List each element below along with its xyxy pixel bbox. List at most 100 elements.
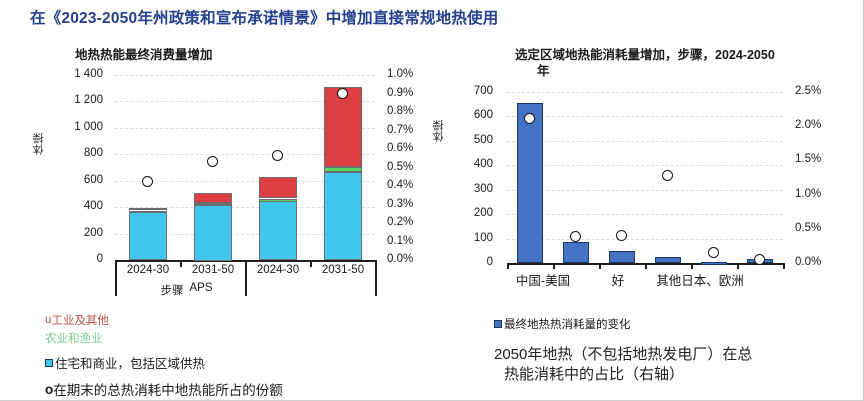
- figure-title: 在《2023-2050年州政策和宣布承诺情景》中增加直接常规地热使用: [30, 10, 499, 27]
- secondary-axis-tick-label: 2.5%: [795, 85, 822, 97]
- x-axis-tick: [645, 263, 647, 269]
- y-axis-tick-label: 0: [486, 256, 493, 268]
- y-axis-tick-label: 100: [473, 232, 493, 244]
- left-chart: 地热热能最终消费量增加 体操 0 200 400 600 800 1 000 1 200 1 …: [30, 40, 430, 315]
- secondary-axis-tick-label: 0.6%: [387, 142, 414, 154]
- left-chart-title: 地热热能最终消费量增加: [75, 48, 213, 62]
- gridline: [507, 165, 783, 166]
- category-label: 2024-30: [126, 264, 170, 276]
- final-change-label: 最终地热热消耗量的变化: [504, 319, 631, 331]
- share-dot-marker: [272, 150, 283, 161]
- category-label: 2031-50: [191, 264, 235, 276]
- secondary-axis-tick-label: 0.2%: [387, 216, 414, 228]
- industry-marker: u: [45, 314, 52, 326]
- x-axis-tick: [691, 263, 693, 269]
- right-legend: 最终地热热消耗量的变化 2050年地热（不包括地热发电厂）在总 热能消耗中的占比…: [494, 316, 752, 385]
- gridline: [115, 101, 375, 102]
- secondary-axis-tick-label: 0.3%: [387, 198, 414, 210]
- x-axis-tick: [115, 260, 117, 296]
- secondary-axis-tick-label: 0.8%: [387, 105, 414, 117]
- y-axis-tick-label: 400: [83, 200, 103, 212]
- group-label-steps: 步骤: [160, 285, 184, 297]
- secondary-axis-tick-label: 1.0%: [387, 68, 414, 80]
- bar: [701, 262, 727, 265]
- share-dot-marker: [708, 247, 719, 258]
- y-axis-tick-label: 800: [83, 147, 103, 159]
- secondary-axis-tick-label: 0.5%: [387, 161, 414, 173]
- x-axis-tick: [375, 260, 377, 296]
- secondary-axis-tick-label: 0.7%: [387, 124, 414, 136]
- bar: [655, 257, 681, 263]
- category-label: 2024-30: [256, 264, 300, 276]
- share-dot-marker: [662, 170, 673, 181]
- secondary-axis-tick-label: 0.1%: [387, 235, 414, 247]
- secondary-axis-tick-label: 1.5%: [795, 153, 822, 165]
- x-axis-tick: [180, 260, 182, 267]
- x-axis-tick: [599, 263, 601, 269]
- group-label-aps: APS: [189, 282, 213, 294]
- legend-item-residential: 住宅和商业，包括区域供热: [45, 353, 283, 372]
- bar-segment: [259, 201, 297, 260]
- region-label: 中国-美国: [515, 274, 571, 288]
- bar-segment: [259, 177, 297, 198]
- x-axis-tick: [310, 260, 312, 267]
- share-dot-marker: [616, 230, 627, 241]
- share-dot-marker: [524, 113, 535, 124]
- bar-segment: [324, 87, 362, 167]
- industry-label: 工业及其他: [51, 315, 109, 327]
- bar-segment: [194, 203, 232, 205]
- share-dot-label: 在期末的总热消耗中地热能所占的份额: [53, 383, 283, 398]
- right-chart-y-axis-label: 体操: [433, 120, 445, 142]
- secondary-axis-tick-label: 0.4%: [387, 179, 414, 191]
- bar: [609, 251, 635, 263]
- right-chart: 选定区域地热能消耗量增加，步骤，2024-2050 年 体操 0 100 200 30…: [430, 40, 863, 315]
- legend-item-industry: u 工业及其他: [45, 312, 283, 328]
- share-dot-marker: [337, 88, 348, 99]
- residential-label: 住宅和商业，包括区域供热: [55, 357, 206, 371]
- gridline: [507, 116, 783, 117]
- region-label: 其他日本、欧洲: [656, 274, 744, 288]
- y-axis-tick-label: 200: [83, 227, 103, 239]
- y-axis-tick-label: 0: [96, 253, 103, 265]
- residential-square-icon: [45, 358, 53, 367]
- gridline: [115, 75, 375, 76]
- bar-segment: [194, 205, 232, 261]
- legend-item-final-change: 最终地热热消耗量的变化: [494, 316, 752, 332]
- bar-segment: [259, 199, 297, 202]
- agriculture-label: 农业和渔业: [45, 333, 103, 345]
- gridline: [507, 141, 783, 142]
- y-axis-tick-label: 1 400: [74, 68, 103, 80]
- y-axis-tick-label: 600: [83, 174, 103, 186]
- x-axis-tick: [245, 260, 247, 296]
- legend-item-agriculture: 农业和渔业: [45, 330, 283, 346]
- bar-segment: [129, 212, 167, 260]
- secondary-axis-tick-label: 1.0%: [795, 188, 822, 200]
- region-label: 好: [611, 274, 625, 288]
- gridline: [507, 214, 783, 215]
- secondary-axis-tick-label: 2.0%: [795, 119, 822, 131]
- share-dot-marker: [142, 176, 153, 187]
- right-chart-title-line1: 选定区域地热能消耗量增加，步骤，2024-2050: [515, 48, 775, 62]
- bar-segment: [194, 193, 232, 203]
- gridline: [115, 181, 375, 182]
- y-axis-tick-label: 300: [473, 183, 493, 195]
- bar-segment: [129, 208, 167, 210]
- bar-segment: [324, 167, 362, 172]
- y-axis-tick-label: 500: [473, 134, 493, 146]
- x-axis-tick: [553, 263, 555, 269]
- secondary-axis-tick-label: 0.0%: [387, 253, 414, 265]
- gridline: [507, 190, 783, 191]
- x-axis-tick: [507, 263, 509, 269]
- note-line1: 2050年地热（不包括地热发电厂）在总: [494, 346, 753, 363]
- gridline: [115, 154, 375, 155]
- secondary-axis-tick-label: 0.0%: [795, 256, 822, 268]
- y-axis-tick-label: 700: [473, 85, 493, 97]
- bar: [517, 103, 543, 263]
- gridline: [115, 128, 375, 129]
- y-axis-tick-label: 600: [473, 109, 493, 121]
- final-change-square-icon: [494, 320, 502, 328]
- bar-segment: [324, 172, 362, 260]
- y-axis-tick-label: 1 200: [74, 94, 103, 106]
- x-axis-tick: [737, 263, 739, 269]
